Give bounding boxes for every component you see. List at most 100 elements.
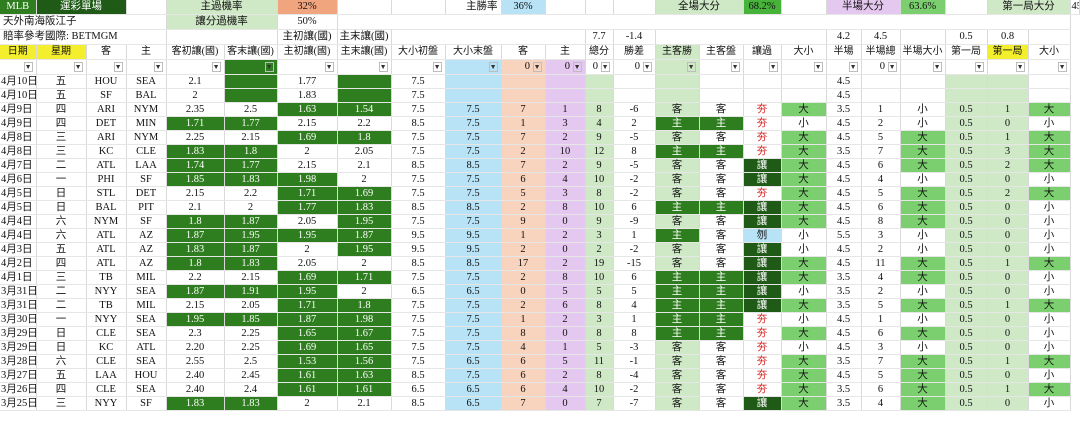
header-winner[interactable]: 主客勝 [655, 44, 700, 60]
header-home-score[interactable]: 主 [545, 44, 586, 60]
table-row[interactable]: 4月9日四 DET MIN 1.71 1.77 2.15 2.2 8.5 7.5 1 3 4 2 主主夯小… [0, 116, 1080, 131]
filter-dropdown-icon[interactable]: ▼ [211, 62, 221, 72]
filter-dropdown-icon[interactable]: ▼ [113, 62, 123, 72]
filter-dropdown-icon[interactable]: ▼ [1057, 62, 1067, 72]
header-away-close[interactable]: 客末讓(國) [224, 44, 278, 60]
filter-dropdown-icon[interactable]: ▼ [932, 62, 942, 72]
winner-cell: 客 [655, 130, 700, 145]
table-row[interactable]: 4月4日六 ATL AZ 1.87 1.95 1.95 1.87 9.5 9.5 1 2 3 1 主客刎小… [0, 228, 1080, 243]
home-score-cell: 2 [545, 130, 586, 145]
filter-dropdown-icon[interactable]: ▼ [887, 62, 897, 72]
filter-dropdown-icon[interactable]: ▼ [432, 62, 442, 72]
filter-dropdown-icon[interactable]: ▼ [73, 62, 83, 72]
header-total-close[interactable]: 大小末盤 [445, 44, 502, 60]
table-row[interactable]: 4月8日三 KC CLE 1.83 1.8 2 2.05 7.5 7.5 2 10 12 8 主主夯大 3.… [0, 144, 1080, 159]
filter-dropdown-icon[interactable]: ▼ [488, 62, 498, 72]
header-weekday[interactable]: 星期 [36, 44, 87, 60]
header-half-ou[interactable]: 半場大小 [900, 44, 946, 60]
filter-dropdown-icon[interactable]: ▼ [532, 62, 542, 72]
header-away-open[interactable]: 客初讓(國) [166, 44, 225, 60]
preview-row[interactable]: 4月10日五 SF BAL 2 1.83 7.5 4.5 [0, 88, 1080, 103]
half-cell: 4.5 [826, 88, 862, 103]
first-total-cell: 2 [987, 186, 1029, 201]
home-open-cell: 1.53 [277, 354, 338, 369]
ou-cell: 大 [781, 130, 827, 145]
table-row[interactable]: 3月31日二 TB MIL 2.15 2.05 1.71 1.8 7.5 7.5 2 6 8 4 主主讓大… [0, 298, 1080, 313]
filter-dropdown-icon[interactable]: ▼ [848, 62, 858, 72]
date-cell: 4月10日 [0, 88, 37, 103]
home-open-cell: 1.63 [277, 102, 338, 117]
filter-dropdown-icon[interactable]: ▼ [730, 62, 740, 72]
total-open-cell: 7.5 [391, 312, 446, 327]
header-home[interactable]: 主 [126, 44, 167, 60]
table-row[interactable]: 4月8日三 ARI NYM 2.25 2.15 1.69 1.8 7.5 7.5 7 2 9 -5 客客夯… [0, 130, 1080, 145]
table-row[interactable]: 3月27日五 LAA HOU 2.40 2.45 1.61 1.63 8.5 7.5 6 2 8 -4 客… [0, 368, 1080, 383]
total-close-cell: 7.5 [445, 270, 502, 285]
filter-dropdown-icon[interactable]: ▼ [600, 62, 610, 72]
header-total-open[interactable]: 大小初盤 [391, 44, 446, 60]
table-row[interactable]: 4月4日六 NYM SF 1.8 1.87 2.05 1.95 7.5 7.5 9 0 9 -9 客客讓大… [0, 214, 1080, 229]
ou-cell: 小 [781, 284, 827, 299]
filter-dropdown-icon[interactable]: ▼ [153, 62, 163, 72]
table-row[interactable]: 4月6日一 PHI SF 1.85 1.83 1.98 2 7.5 7.5 6 4 10 -2 客客讓大 4… [0, 172, 1080, 187]
table-row[interactable]: 3月26日四 CLE SEA 2.40 2.4 1.61 1.61 6.5 6.5 6 4 10 -2 客… [0, 382, 1080, 397]
header-away-score[interactable]: 客 [501, 44, 546, 60]
first-cell: 0.5 [945, 186, 988, 201]
table-row[interactable]: 4月5日日 STL DET 2.15 2.2 1.71 1.69 7.5 7.5 5 3 8 -2 客客夯… [0, 186, 1080, 201]
header-first-ou[interactable]: 大小 [1028, 44, 1071, 60]
filter-dropdown-icon[interactable]: ▼ [1015, 62, 1025, 72]
table-row[interactable]: 4月3日五 ATL AZ 1.83 1.87 2 1.95 9.5 9.5 2 0 2 -2 客客讓小 4.… [0, 242, 1080, 257]
header-sum[interactable]: 總分 [585, 44, 614, 60]
table-row[interactable]: 4月7日二 ATL LAA 1.74 1.77 2.15 2.1 8.5 8.5 7 2 9 -5 客客讓… [0, 158, 1080, 173]
winner-cell: 客 [655, 368, 700, 383]
header-away[interactable]: 客 [86, 44, 127, 60]
home-team-cell: SEA [126, 326, 167, 341]
preview-row[interactable]: 4月10日五 HOU SEA 2.1 1.77 7.5 4.5 [0, 74, 1080, 89]
half-total-cell: 7 [861, 144, 901, 159]
header-first-inning[interactable]: 第一局 [945, 44, 988, 60]
filter-dropdown-icon[interactable]: ▼ [642, 62, 652, 72]
table-row[interactable]: 3月29日日 CLE SEA 2.3 2.25 1.65 1.67 7.5 7.5 8 0 8 8 主主夯… [0, 326, 1080, 341]
header-first-inning-total[interactable]: 第一局 [987, 44, 1029, 60]
filter-dropdown-icon[interactable]: ▼ [813, 62, 823, 72]
table-row[interactable]: 4月1日三 TB MIL 2.2 2.15 1.69 1.71 7.5 7.5 2 8 10 6 主主讓大… [0, 270, 1080, 285]
half-cell: 4.5 [826, 326, 862, 341]
header-cover[interactable]: 讓過 [743, 44, 782, 60]
home-close-cell: 1.67 [337, 326, 392, 341]
total-close-cell: 7.5 [445, 214, 502, 229]
table-row[interactable]: 3月28日六 CLE SEA 2.55 2.5 1.53 1.56 7.5 6.5 6 5 11 -1 客… [0, 354, 1080, 369]
header-date[interactable]: 日期 [0, 44, 37, 60]
table-row[interactable]: 3月30日一 NYY SEA 1.95 1.85 1.87 1.98 7.5 7.5 1 2 3 1 主主… [0, 312, 1080, 327]
filter-dropdown-icon[interactable]: ▼ [378, 62, 388, 72]
filter-dropdown-icon[interactable]: ▼ [974, 62, 984, 72]
winner-cell: 客 [655, 256, 700, 271]
ou-cell [781, 88, 827, 103]
date-cell: 4月2日 [0, 256, 37, 271]
first-cell: 0.5 [945, 340, 988, 355]
table-row[interactable]: 4月9日四 ARI NYM 2.35 2.5 1.63 1.54 7.5 7.5 7 1 8 -6 客客夯… [0, 102, 1080, 117]
header-home-open[interactable]: 主初讓(國) [277, 44, 338, 60]
filter-dropdown-icon[interactable]: ▼ [324, 62, 334, 72]
header-diff[interactable]: 勝差 [613, 44, 656, 60]
filter-dropdown-icon[interactable]: ▼ [23, 62, 33, 72]
first-ou-cell: 大 [1028, 186, 1071, 201]
filter-dropdown-icon[interactable]: ▼ [768, 62, 778, 72]
sum-cell: 10 [585, 200, 614, 215]
avg-total: 7.7 [585, 29, 614, 45]
ou-cell: 大 [781, 200, 827, 215]
total-open-cell: 8.5 [391, 158, 446, 173]
table-row[interactable]: 3月25日三 NYY SF 1.83 1.83 2 2.1 8.5 6.5 7 0 7 -7 客客讓大 3.… [0, 396, 1080, 411]
header-half-total[interactable]: 半場總 [861, 44, 901, 60]
filter-dropdown-icon[interactable]: ▼ [686, 62, 696, 72]
table-row[interactable]: 3月29日日 KC ATL 2.20 2.25 1.69 1.65 7.5 7.5 4 1 5 -3 客客… [0, 340, 1080, 355]
header-half[interactable]: 半場 [826, 44, 862, 60]
table-row[interactable]: 4月2日四 ATL AZ 1.8 1.83 2.05 2 8.5 8.5 17 2 19 -15 客客讓大… [0, 256, 1080, 271]
header-over-under[interactable]: 大小 [781, 44, 827, 60]
diff-cell: 1 [613, 228, 656, 243]
table-row[interactable]: 3月31日二 NYY SEA 1.87 1.91 1.95 2 6.5 6.5 0 5 5 5 主主讓小 3… [0, 284, 1080, 299]
header-handicap[interactable]: 主客盤 [699, 44, 744, 60]
filter-dropdown-icon[interactable]: ▼ [264, 62, 274, 72]
filter-dropdown-icon[interactable]: ▼ [572, 62, 582, 72]
table-row[interactable]: 4月5日日 BAL PIT 2.1 2 1.77 1.83 8.5 8.5 2 8 10 6 主主讓大 4.… [0, 200, 1080, 215]
header-home-close[interactable]: 主末讓(國) [337, 44, 392, 60]
